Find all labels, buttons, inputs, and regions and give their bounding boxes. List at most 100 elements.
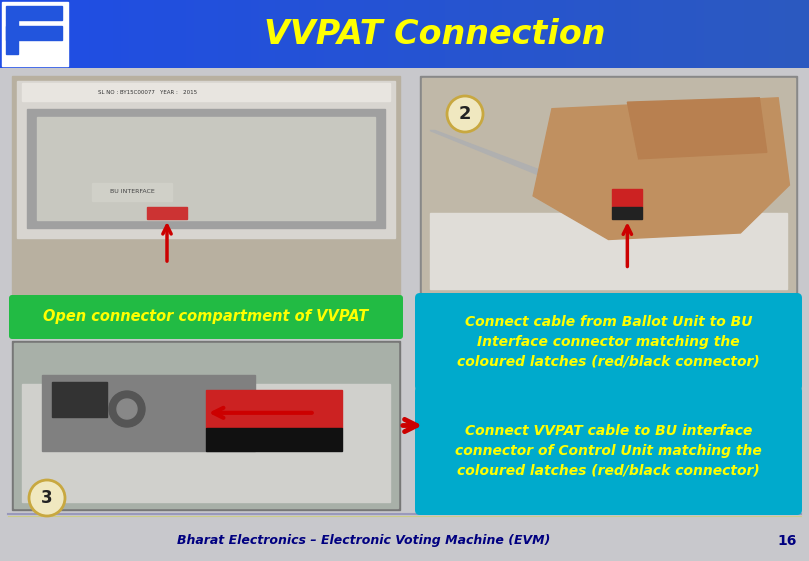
Bar — [89, 0, 97, 68]
Bar — [421, 0, 429, 68]
Bar — [52, 383, 107, 417]
Bar — [16, 0, 24, 68]
Circle shape — [29, 480, 65, 516]
Bar — [299, 0, 307, 68]
Bar — [558, 0, 566, 68]
Polygon shape — [430, 131, 608, 196]
Polygon shape — [533, 98, 790, 240]
Bar — [364, 0, 372, 68]
Text: SL NO : BY15C00077   YEAR :   2015: SL NO : BY15C00077 YEAR : 2015 — [98, 90, 197, 94]
Bar — [591, 0, 599, 68]
Bar — [801, 0, 809, 68]
Bar — [17, 81, 395, 238]
Bar — [6, 20, 18, 54]
Bar — [73, 0, 81, 68]
Bar — [243, 0, 251, 68]
Bar — [688, 0, 696, 68]
Bar — [612, 208, 642, 219]
Bar — [81, 0, 89, 68]
Bar — [291, 0, 299, 68]
Bar — [27, 109, 385, 228]
Bar — [22, 83, 390, 101]
Bar — [752, 0, 760, 68]
Bar — [396, 0, 404, 68]
Bar — [599, 0, 607, 68]
Bar — [57, 0, 65, 68]
Bar — [566, 0, 574, 68]
Bar — [154, 0, 162, 68]
Bar — [655, 0, 663, 68]
Bar — [372, 0, 380, 68]
Bar — [574, 0, 582, 68]
Bar — [777, 0, 785, 68]
Bar — [324, 0, 332, 68]
Bar — [42, 375, 256, 451]
Bar — [14, 343, 398, 508]
Bar — [493, 0, 502, 68]
Bar — [461, 0, 469, 68]
Text: Connect cable from Ballot Unit to BU
Interface connector matching the
coloured l: Connect cable from Ballot Unit to BU Int… — [457, 315, 760, 369]
Bar — [518, 0, 526, 68]
Bar — [206, 428, 341, 451]
Bar — [712, 0, 720, 68]
Bar — [356, 0, 364, 68]
Bar — [785, 0, 793, 68]
Bar — [728, 0, 736, 68]
Bar — [259, 0, 267, 68]
Bar — [760, 0, 769, 68]
Bar — [206, 390, 341, 428]
Text: 3: 3 — [41, 489, 53, 507]
Bar — [380, 0, 388, 68]
Text: BU INTERFACE: BU INTERFACE — [110, 190, 155, 195]
Bar — [0, 0, 8, 68]
Bar — [623, 0, 631, 68]
Text: 16: 16 — [777, 534, 797, 548]
Bar — [40, 0, 49, 68]
Bar — [582, 0, 591, 68]
Bar — [49, 0, 57, 68]
Bar — [793, 0, 801, 68]
Bar — [477, 0, 485, 68]
Bar — [430, 213, 787, 289]
Bar — [22, 384, 390, 502]
Bar — [420, 76, 797, 294]
Bar — [720, 0, 728, 68]
Bar — [97, 0, 105, 68]
Bar — [445, 0, 453, 68]
Circle shape — [447, 96, 483, 132]
Bar — [146, 0, 154, 68]
Bar — [542, 0, 550, 68]
Bar — [704, 0, 712, 68]
Polygon shape — [627, 98, 767, 159]
Bar — [6, 6, 62, 20]
Bar — [24, 0, 32, 68]
Bar — [65, 0, 73, 68]
Bar — [348, 0, 356, 68]
Bar — [178, 0, 186, 68]
Bar — [680, 0, 688, 68]
Circle shape — [109, 391, 145, 427]
Circle shape — [117, 399, 137, 419]
Bar — [307, 0, 316, 68]
Bar — [404, 0, 413, 68]
Bar — [113, 0, 121, 68]
Bar — [696, 0, 704, 68]
Text: Bharat Electronics – Electronic Voting Machine (EVM): Bharat Electronics – Electronic Voting M… — [177, 534, 551, 547]
Bar — [6, 26, 62, 40]
Bar — [162, 0, 170, 68]
Bar — [769, 0, 777, 68]
Bar — [612, 190, 642, 208]
Text: VVPAT Connection: VVPAT Connection — [264, 17, 605, 50]
Bar — [332, 0, 340, 68]
Bar — [267, 0, 275, 68]
Bar — [510, 0, 518, 68]
Bar — [235, 0, 243, 68]
Bar — [453, 0, 461, 68]
Bar — [388, 0, 396, 68]
Bar — [316, 0, 324, 68]
Bar — [744, 0, 752, 68]
Bar — [469, 0, 477, 68]
Bar — [202, 0, 210, 68]
Bar — [251, 0, 259, 68]
Bar — [663, 0, 671, 68]
